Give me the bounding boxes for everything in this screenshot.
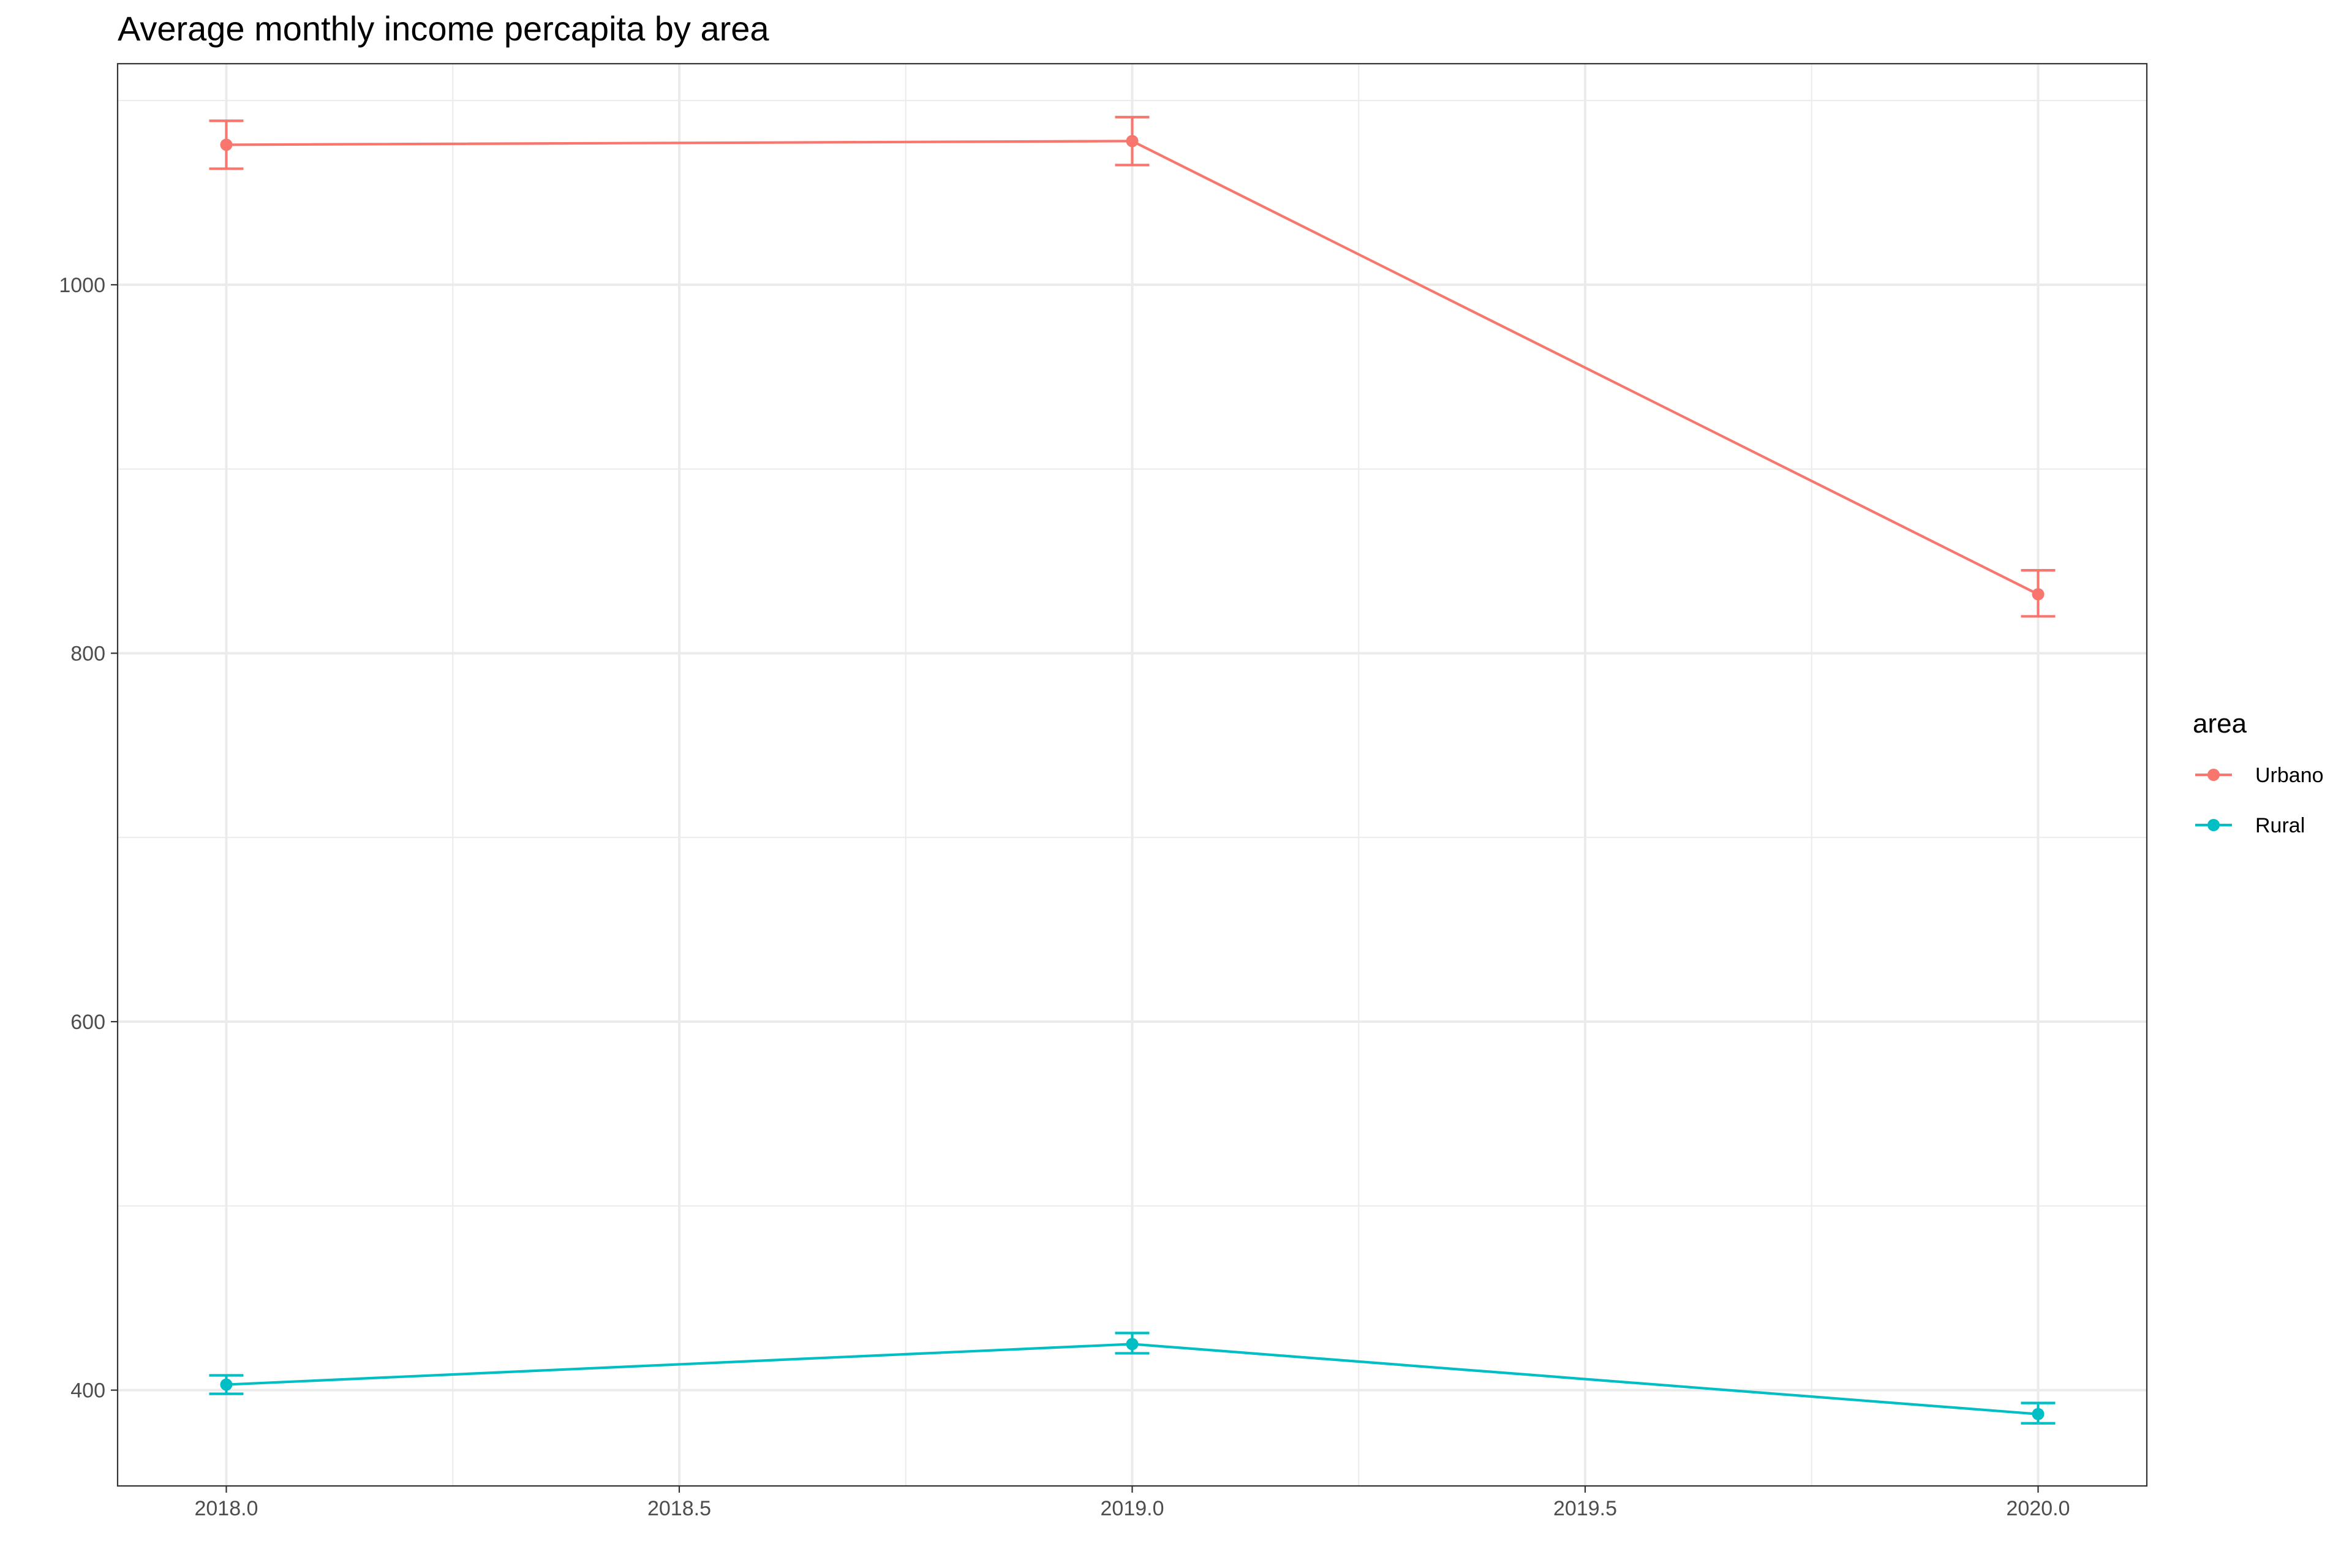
chart-title: Average monthly income percapita by area (118, 9, 769, 48)
x-tick-label-2: 2019.0 (1101, 1497, 1164, 1520)
legend-key-point-urbano (2207, 769, 2220, 781)
y-tick-label-1: 600 (70, 1011, 105, 1034)
point-urbano-0[interactable] (220, 138, 233, 151)
y-tick-label-2: 800 (70, 642, 105, 665)
y-tick-label-0: 400 (70, 1379, 105, 1403)
legend[interactable]: area Urbano Rural (2193, 709, 2324, 837)
x-tick-label-4: 2020.0 (2007, 1497, 2070, 1520)
x-tick-label-3: 2019.5 (1553, 1497, 1617, 1520)
point-rural-2[interactable] (2032, 1408, 2045, 1420)
legend-label-urbano: Urbano (2255, 764, 2324, 787)
legend-key-point-rural (2207, 819, 2220, 831)
legend-item-rural[interactable]: Rural (2195, 814, 2305, 837)
legend-title: area (2193, 709, 2247, 739)
axes: 2018.0 2018.5 2019.0 2019.5 2020.0 400 600 800 1… (59, 274, 2070, 1520)
grid-lines (118, 64, 2147, 1486)
point-rural-1[interactable] (1126, 1338, 1139, 1351)
y-tick-label-3: 1000 (59, 274, 105, 297)
x-tick-label-1: 2018.5 (647, 1497, 711, 1520)
x-tick-label-0: 2018.0 (194, 1497, 258, 1520)
point-rural-0[interactable] (220, 1378, 233, 1391)
legend-label-rural: Rural (2255, 814, 2305, 837)
series-layer (209, 116, 2056, 1425)
series-rural (209, 1332, 2056, 1425)
point-urbano-1[interactable] (1126, 135, 1139, 148)
legend-item-urbano[interactable]: Urbano (2195, 764, 2324, 787)
series-urbano (209, 116, 2056, 618)
point-urbano-2[interactable] (2032, 588, 2045, 601)
